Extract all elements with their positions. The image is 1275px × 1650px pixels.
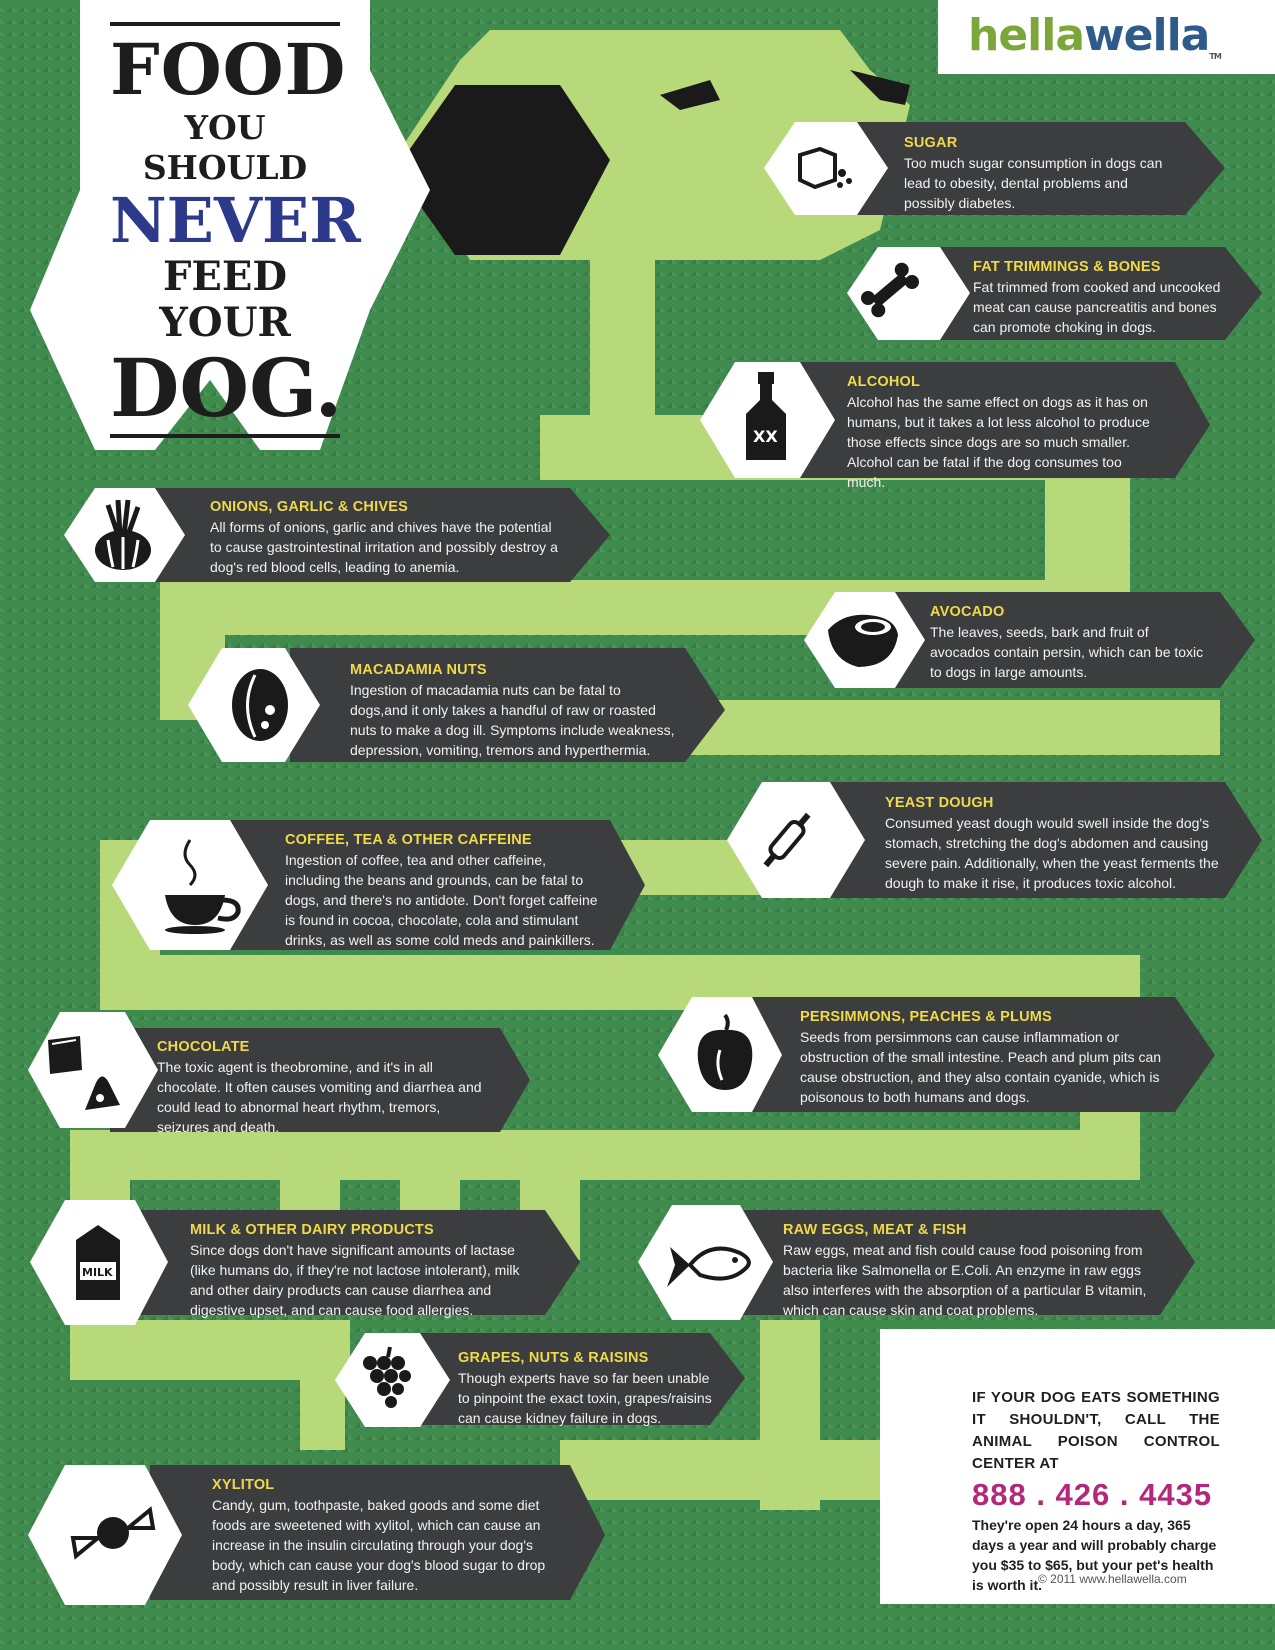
title-panel-shape <box>30 0 430 450</box>
fish-icon <box>667 1246 751 1287</box>
card-title: FAT TRIMMINGS & BONES <box>973 259 1161 275</box>
card-title: COFFEE, TEA & OTHER CAFFEINE <box>285 832 532 848</box>
title-line-2: YOU SHOULD <box>142 108 308 187</box>
chocolate-icon <box>48 1036 120 1110</box>
sugar-cube-icon <box>798 146 852 190</box>
card-body: Consumed yeast dough would swell inside … <box>885 815 1219 891</box>
card-title: XYLITOL <box>212 1477 275 1493</box>
card-body: Since dogs don't have significant amount… <box>190 1242 520 1318</box>
nut-icon <box>232 669 288 741</box>
card-body: Though experts have so far been unable t… <box>458 1370 712 1426</box>
title-line-1: FOOD <box>110 28 347 111</box>
card-macadamia: MACADAMIA NUTS Ingestion of macadamia nu… <box>350 660 680 760</box>
fruit-icon <box>697 1013 753 1090</box>
card-body: Raw eggs, meat and fish could cause food… <box>783 1242 1147 1318</box>
card-banners <box>110 122 1262 1600</box>
card-title: CHOCOLATE <box>157 1039 250 1055</box>
title-line-5: DOG. <box>110 341 343 435</box>
poison-control-note: They're open 24 hours a day, 365 days a … <box>972 1517 1217 1593</box>
poison-control-phone[interactable]: 888 . 426 . 4435 <box>972 1477 1213 1512</box>
title-top-rule <box>110 22 340 26</box>
card-persimmons: PERSIMMONS, PEACHES & PLUMS Seeds from p… <box>800 1007 1165 1107</box>
card-title: YEAST DOUGH <box>885 795 994 811</box>
copyright-text[interactable]: © 2011 www.hellawella.com <box>1038 1572 1187 1586</box>
card-body: Candy, gum, toothpaste, baked goods and … <box>212 1497 546 1593</box>
card-title: ONIONS, GARLIC & CHIVES <box>210 499 408 515</box>
card-body: Seeds from persimmons can cause inflamma… <box>800 1029 1162 1105</box>
card-title: MACADAMIA NUTS <box>350 662 487 678</box>
avocado-icon <box>828 614 898 667</box>
card-body: All forms of onions, garlic and chives h… <box>210 519 558 575</box>
card-title: GRAPES, NUTS & RAISINS <box>458 1350 649 1366</box>
card-onions: ONIONS, GARLIC & CHIVES All forms of oni… <box>210 497 560 577</box>
card-body: Alcohol has the same effect on dogs as i… <box>847 394 1150 490</box>
card-fat-trimmings: FAT TRIMMINGS & BONES Fat trimmed from c… <box>973 257 1233 337</box>
brand-logo[interactable]: hellawellaTM <box>968 10 1222 61</box>
title-line-4: FEED YOUR <box>159 253 291 346</box>
brand-logo-part2: wella <box>1084 10 1210 61</box>
grapes-icon <box>363 1346 411 1408</box>
bottle-icon: XX <box>746 372 786 460</box>
card-body: Ingestion of macadamia nuts can be fatal… <box>350 682 675 758</box>
card-raw-eggs: RAW EGGS, MEAT & FISH Raw eggs, meat and… <box>783 1220 1148 1320</box>
card-milk: MILK & OTHER DAIRY PRODUCTS Since dogs d… <box>190 1220 535 1320</box>
milk-carton-label: MILK <box>82 1266 113 1279</box>
card-title: ALCOHOL <box>847 374 921 390</box>
card-title: AVOCADO <box>930 604 1005 620</box>
card-yeast-dough: YEAST DOUGH Consumed yeast dough would s… <box>885 793 1220 893</box>
card-title: SUGAR <box>904 135 958 151</box>
candy-icon <box>70 1506 156 1560</box>
brand-logo-tm: TM <box>1209 52 1221 61</box>
card-sugar: SUGAR Too much sugar consumption in dogs… <box>904 133 1174 213</box>
title-line-3: NEVER <box>110 184 361 257</box>
card-alcohol: ALCOHOL Alcohol has the same effect on d… <box>847 372 1162 492</box>
card-grapes: GRAPES, NUTS & RAISINS Though experts ha… <box>458 1348 718 1428</box>
milk-carton-icon: MILK <box>76 1225 120 1300</box>
dog-nose <box>850 70 910 105</box>
coffee-cup-icon <box>165 839 241 934</box>
card-body: The toxic agent is theobromine, and it's… <box>157 1059 482 1135</box>
title-bottom-rule <box>110 434 340 438</box>
logo-panel <box>938 0 1275 74</box>
rolling-pin-icon <box>763 812 811 868</box>
brand-logo-part1: hella <box>968 10 1085 61</box>
card-avocado: AVOCADO The leaves, seeds, bark and frui… <box>930 602 1210 682</box>
bone-icon <box>861 262 919 318</box>
poison-control-callout: IF YOUR DOG EATS SOMETHING IT SHOULDN'T,… <box>972 1387 1220 1595</box>
card-coffee: COFFEE, TEA & OTHER CAFFEINE Ingestion o… <box>285 830 605 950</box>
card-body: Fat trimmed from cooked and uncooked mea… <box>973 279 1221 335</box>
card-title: MILK & OTHER DAIRY PRODUCTS <box>190 1222 434 1238</box>
card-body: The leaves, seeds, bark and fruit of avo… <box>930 624 1204 680</box>
poison-control-heading: IF YOUR DOG EATS SOMETHING IT SHOULDN'T,… <box>972 1389 1220 1472</box>
dog-eye-patch <box>395 85 610 255</box>
card-title: PERSIMMONS, PEACHES & PLUMS <box>800 1009 1052 1025</box>
page-title: FOOD YOU SHOULD NEVER FEED YOUR DOG. <box>110 18 361 444</box>
garlic-icon <box>95 499 151 570</box>
card-body: Ingestion of coffee, tea and other caffe… <box>285 852 598 948</box>
dog-eyebrow <box>660 80 720 110</box>
poison-control-panel <box>880 1329 1275 1604</box>
card-chocolate: CHOCOLATE The toxic agent is theobromine… <box>157 1037 487 1137</box>
card-xylitol: XYLITOL Candy, gum, toothpaste, baked go… <box>212 1475 562 1595</box>
card-body: Too much sugar consumption in dogs can l… <box>904 155 1163 211</box>
svg-text:XX: XX <box>753 427 778 446</box>
card-title: RAW EGGS, MEAT & FISH <box>783 1222 967 1238</box>
